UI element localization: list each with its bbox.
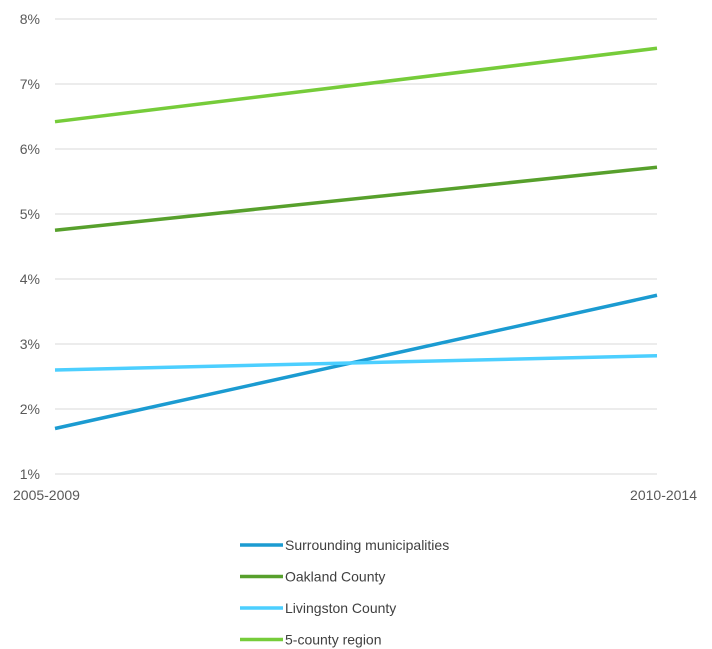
y-tick-label: 3% (20, 336, 40, 352)
legend-label: Livingston County (285, 600, 396, 616)
legend: Surrounding municipalities Oakland County… (240, 537, 449, 648)
series-line-4 (54, 46, 658, 124)
x-axis-tick-labels: 2005-2009 2010-2014 (13, 487, 697, 503)
x-tick-label: 2010-2014 (630, 487, 697, 503)
y-axis-tick-labels: 1% 2% 3% 4% 5% 6% 7% 8% (20, 11, 40, 482)
y-tick-label: 5% (20, 206, 40, 222)
y-tick-label: 8% (20, 11, 40, 27)
x-tick-label: 2005-2009 (13, 487, 80, 503)
y-tick-label: 6% (20, 141, 40, 157)
y-tick-label: 7% (20, 76, 40, 92)
y-tick-label: 4% (20, 271, 40, 287)
series-lines (54, 46, 658, 431)
legend-label: 5-county region (285, 632, 382, 648)
legend-label: Oakland County (285, 569, 385, 585)
series-line-3 (54, 353, 658, 372)
y-tick-label: 2% (20, 401, 40, 417)
gridlines (55, 18, 657, 475)
legend-label: Surrounding municipalities (285, 537, 449, 553)
y-tick-label: 1% (20, 466, 40, 482)
series-line-2 (54, 165, 658, 232)
